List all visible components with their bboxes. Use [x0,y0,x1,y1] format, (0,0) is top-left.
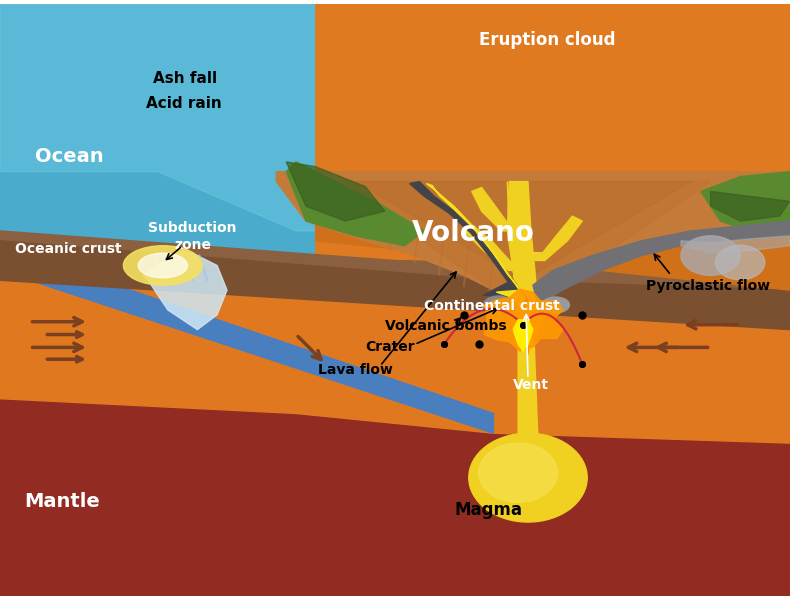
Ellipse shape [394,29,474,88]
Polygon shape [710,191,790,221]
Polygon shape [0,231,790,320]
Polygon shape [0,398,790,596]
Text: Eruption cloud: Eruption cloud [479,31,616,49]
Polygon shape [518,310,538,438]
Polygon shape [0,241,790,329]
Ellipse shape [542,297,570,313]
Polygon shape [484,289,562,350]
Polygon shape [346,182,701,295]
Ellipse shape [454,23,612,142]
Text: Mantle: Mantle [25,492,101,511]
Text: Vent: Vent [513,378,549,392]
Polygon shape [517,308,541,354]
Text: Crater: Crater [365,340,414,355]
Polygon shape [286,162,424,246]
Text: Lava flow: Lava flow [318,363,393,377]
Polygon shape [464,226,521,271]
Polygon shape [472,187,516,231]
Text: Continental crust: Continental crust [424,299,560,313]
Polygon shape [426,184,525,308]
Polygon shape [316,182,790,290]
Polygon shape [316,4,790,320]
Polygon shape [513,305,542,349]
Ellipse shape [498,4,607,63]
Ellipse shape [483,58,622,167]
Ellipse shape [414,112,632,271]
Text: Acid rain: Acid rain [146,95,222,110]
Polygon shape [513,320,533,352]
Polygon shape [515,312,525,352]
Ellipse shape [138,253,187,278]
Polygon shape [0,280,790,443]
Ellipse shape [573,21,671,95]
Text: Subduction
zone: Subduction zone [148,221,237,251]
Polygon shape [533,216,582,260]
Polygon shape [0,4,316,271]
Ellipse shape [405,49,503,118]
Polygon shape [286,162,385,221]
Ellipse shape [681,236,740,275]
Ellipse shape [414,49,533,137]
Text: Oceanic crust: Oceanic crust [15,242,122,256]
Ellipse shape [123,246,202,285]
Polygon shape [681,236,790,253]
Text: Ocean: Ocean [34,147,103,166]
Ellipse shape [394,36,494,110]
Ellipse shape [715,245,765,280]
Ellipse shape [483,0,582,51]
Polygon shape [410,182,528,310]
Text: Magma: Magma [454,501,522,519]
Polygon shape [701,172,790,231]
Polygon shape [0,246,494,433]
Polygon shape [143,251,227,329]
Polygon shape [0,4,316,231]
Polygon shape [510,312,520,338]
Ellipse shape [646,43,735,122]
Ellipse shape [626,29,715,97]
Ellipse shape [385,112,662,310]
Ellipse shape [533,14,612,73]
Polygon shape [276,172,790,315]
Text: Volcano: Volcano [412,219,535,247]
Polygon shape [0,418,790,596]
Ellipse shape [449,26,538,90]
Ellipse shape [528,14,656,112]
Text: Volcanic bombs: Volcanic bombs [385,319,506,332]
Text: Ash fall: Ash fall [153,71,217,86]
Ellipse shape [469,433,587,522]
Polygon shape [523,312,533,354]
Polygon shape [536,312,546,329]
Polygon shape [0,329,790,468]
Polygon shape [507,182,538,310]
Ellipse shape [478,443,558,502]
Polygon shape [0,271,790,379]
Polygon shape [530,312,540,341]
Polygon shape [355,182,691,280]
Ellipse shape [587,49,696,137]
Ellipse shape [483,296,513,314]
Polygon shape [335,182,710,310]
Ellipse shape [671,41,750,105]
Polygon shape [533,221,790,305]
Ellipse shape [464,19,562,88]
Polygon shape [507,182,518,310]
Text: Pyroclastic flow: Pyroclastic flow [646,279,770,293]
